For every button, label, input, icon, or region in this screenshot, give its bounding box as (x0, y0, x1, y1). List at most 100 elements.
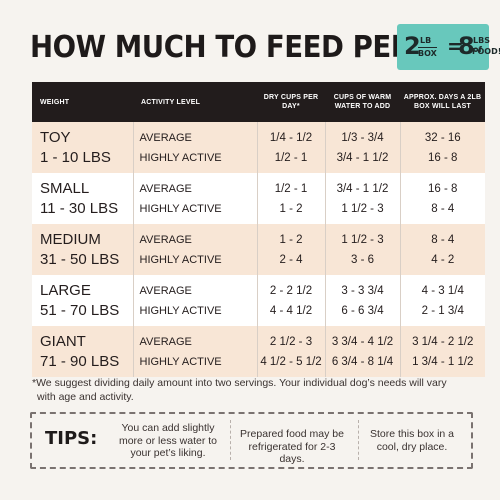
feeding-table: WEIGHT ACTIVITY LEVEL DRY CUPS PER DAY* … (32, 82, 485, 377)
days-value: 4 - 3 1/4 (421, 284, 464, 297)
tips-divider (230, 420, 231, 460)
activity-cell: AVERAGE HIGHLY ACTIVE (132, 122, 257, 173)
days-cell: 32 - 16 16 - 8 (399, 122, 485, 173)
water-cell: 3/4 - 1 1/2 1 1/2 - 3 (324, 173, 400, 224)
badge-food-unit: LBS of (473, 36, 490, 54)
activity-level: HIGHLY ACTIVE (139, 355, 222, 368)
table-row: GIANT 71 - 90 LBS AVERAGE HIGHLY ACTIVE 2 1/… (32, 326, 485, 377)
badge-equals: = (447, 34, 464, 58)
size-name: MEDIUM (40, 230, 101, 248)
days-cell: 16 - 8 8 - 4 (399, 173, 485, 224)
weight-range: 51 - 70 LBS (40, 301, 120, 319)
water-value: 1 1/2 - 3 (341, 233, 384, 246)
dry-cups-value: 1/2 - 1 (274, 182, 308, 195)
header-weight: WEIGHT (40, 98, 70, 106)
weight-cell: TOY 1 - 10 LBS (32, 122, 133, 173)
weight-range: 31 - 50 LBS (40, 250, 120, 268)
tips-divider (358, 420, 359, 460)
badge-box-word: BOX (418, 47, 437, 58)
dry-cups-value: 1 - 2 (279, 233, 303, 246)
table-row: SMALL 11 - 30 LBS AVERAGE HIGHLY ACTIVE 1/2 … (32, 173, 485, 224)
dry-cups-cell: 1/4 - 1/2 1/2 - 1 (256, 122, 325, 173)
tips-label: TIPS: (45, 428, 98, 449)
water-cell: 3 - 3 3/4 6 - 6 3/4 (324, 275, 400, 326)
header-activity: ACTIVITY LEVEL (141, 98, 201, 106)
weight-range: 1 - 10 LBS (40, 148, 111, 166)
days-value: 3 1/4 - 2 1/2 (412, 335, 474, 348)
tip-storage: Store this box in a cool, dry place. (369, 428, 455, 453)
water-value: 3 3/4 - 4 1/2 (331, 335, 394, 348)
activity-level: AVERAGE (139, 284, 192, 297)
table-row: TOY 1 - 10 LBS AVERAGE HIGHLY ACTIVE 1/4 - 1… (32, 122, 485, 173)
activity-level: AVERAGE (139, 335, 192, 348)
size-name: SMALL (40, 179, 90, 197)
weight-cell: MEDIUM 31 - 50 LBS (32, 224, 133, 275)
days-value: 2 - 1 3/4 (421, 304, 464, 317)
size-name: GIANT (40, 332, 86, 350)
water-value: 6 - 6 3/4 (341, 304, 384, 317)
dry-cups-value: 1/4 - 1/2 (269, 131, 313, 144)
dry-cups-value: 2 - 2 1/2 (269, 284, 313, 297)
table-row: MEDIUM 31 - 50 LBS AVERAGE HIGHLY ACTIVE 1 -… (32, 224, 485, 275)
activity-level: AVERAGE (139, 182, 192, 195)
dry-cups-value: 4 - 4 1/2 (269, 304, 313, 317)
badge-food-weight: 8 (458, 32, 475, 60)
days-value: 8 - 4 (431, 233, 455, 246)
size-name: LARGE (40, 281, 91, 299)
activity-cell: AVERAGE HIGHLY ACTIVE (132, 173, 257, 224)
weight-range: 71 - 90 LBS (40, 352, 120, 370)
tip-refrigerate: Prepared food may be refrigerated for 2-… (240, 428, 344, 465)
days-value: 8 - 4 (431, 202, 455, 215)
days-cell: 3 1/4 - 2 1/2 1 3/4 - 1 1/2 (399, 326, 485, 377)
days-value: 32 - 16 (424, 131, 461, 144)
water-value: 3/4 - 1 1/2 (336, 182, 389, 195)
weight-cell: GIANT 71 - 90 LBS (32, 326, 133, 377)
activity-level: HIGHLY ACTIVE (139, 304, 222, 317)
size-name: TOY (40, 128, 71, 146)
activity-level: AVERAGE (139, 131, 192, 144)
water-cell: 3 3/4 - 4 1/2 6 3/4 - 8 1/4 (324, 326, 400, 377)
activity-cell: AVERAGE HIGHLY ACTIVE (132, 275, 257, 326)
water-value: 1/3 - 3/4 (341, 131, 384, 144)
weight-cell: LARGE 51 - 70 LBS (32, 275, 133, 326)
activity-cell: AVERAGE HIGHLY ACTIVE (132, 224, 257, 275)
dry-cups-cell: 2 - 2 1/2 4 - 4 1/2 (256, 275, 325, 326)
table-body: TOY 1 - 10 LBS AVERAGE HIGHLY ACTIVE 1/4 - 1… (32, 122, 485, 377)
footnote-line-1: *We suggest dividing daily amount into t… (32, 377, 447, 389)
water-value: 3 - 6 (350, 253, 374, 266)
water-cell: 1 1/2 - 3 3 - 6 (324, 224, 400, 275)
water-value: 6 3/4 - 8 1/4 (331, 355, 394, 368)
tip-water: You can add slightly more or less water … (118, 422, 218, 459)
days-value: 1 3/4 - 1 1/2 (412, 355, 474, 368)
days-value: 4 - 2 (431, 253, 455, 266)
water-value: 3/4 - 1 1/2 (336, 151, 389, 164)
weight-cell: SMALL 11 - 30 LBS (32, 173, 133, 224)
activity-level: AVERAGE (139, 233, 192, 246)
days-value: 16 - 8 (428, 151, 458, 164)
badge-box-weight: 2 (404, 32, 421, 60)
dry-cups-value: 4 1/2 - 5 1/2 (260, 355, 322, 368)
days-cell: 8 - 4 4 - 2 (399, 224, 485, 275)
water-cell: 1/3 - 3/4 3/4 - 1 1/2 (324, 122, 400, 173)
weight-range: 11 - 30 LBS (40, 199, 119, 217)
activity-level: HIGHLY ACTIVE (139, 202, 222, 215)
badge-box-unit: LB (420, 36, 432, 45)
water-value: 1 1/2 - 3 (341, 202, 384, 215)
dry-cups-value: 1/2 - 1 (274, 151, 308, 164)
activity-level: HIGHLY ACTIVE (139, 151, 222, 164)
tips-box: TIPS: You can add slightly more or less … (30, 412, 473, 469)
dry-cups-cell: 2 1/2 - 3 4 1/2 - 5 1/2 (256, 326, 325, 377)
table-header: WEIGHT ACTIVITY LEVEL DRY CUPS PER DAY* … (32, 82, 485, 122)
dry-cups-value: 2 - 4 (279, 253, 303, 266)
days-cell: 4 - 3 1/4 2 - 1 3/4 (399, 275, 485, 326)
water-value: 3 - 3 3/4 (341, 284, 384, 297)
header-days: APPROX. DAYS A 2LB BOX WILL LAST (403, 94, 482, 110)
footnote-line-2: with age and activity. (37, 391, 134, 403)
activity-cell: AVERAGE HIGHLY ACTIVE (132, 326, 257, 377)
dry-cups-value: 2 1/2 - 3 (269, 335, 313, 348)
header-water: CUPS OF WARM WATER TO ADD (333, 94, 392, 110)
table-row: LARGE 51 - 70 LBS AVERAGE HIGHLY ACTIVE 2 - … (32, 275, 485, 326)
badge-food-word: FOOD! (472, 47, 500, 56)
dry-cups-value: 1 - 2 (279, 202, 303, 215)
dry-cups-cell: 1 - 2 2 - 4 (256, 224, 325, 275)
